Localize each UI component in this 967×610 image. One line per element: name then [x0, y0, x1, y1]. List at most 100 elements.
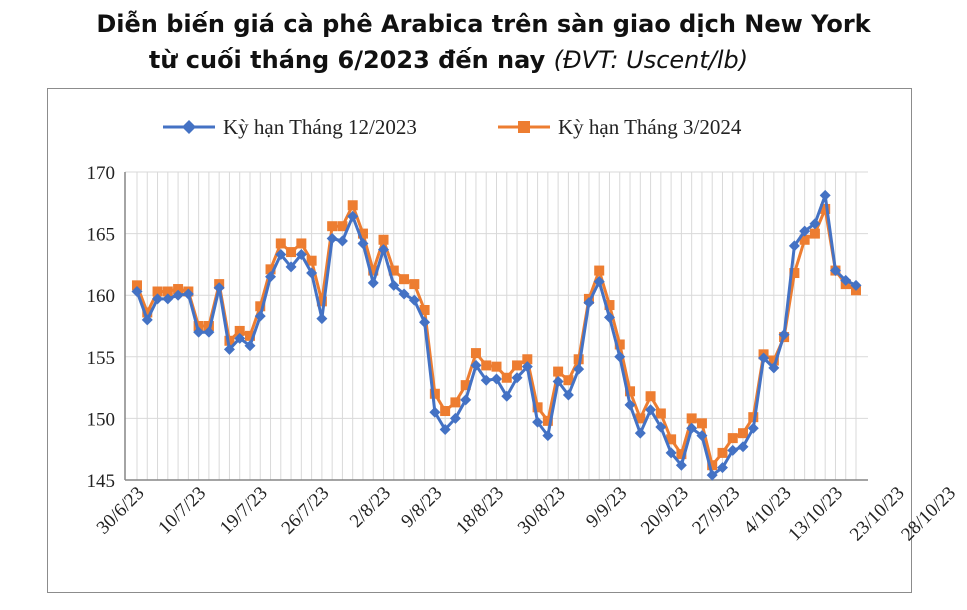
data-point-series-1	[788, 240, 800, 252]
series-layer	[131, 189, 862, 481]
data-point-series-1	[511, 372, 523, 384]
data-point-series-1	[665, 447, 677, 459]
data-point-series-2	[573, 354, 584, 365]
data-point-series-1	[809, 218, 821, 230]
data-point-series-2	[234, 325, 245, 336]
x-tick-label: 2/8/23	[346, 483, 395, 532]
data-point-series-1	[542, 430, 554, 442]
data-point-series-2	[645, 391, 656, 402]
data-point-series-2	[173, 284, 184, 295]
data-point-series-1	[532, 416, 544, 428]
data-point-series-2	[337, 221, 348, 232]
data-point-series-2	[820, 203, 831, 214]
data-point-series-2	[357, 228, 368, 239]
data-point-series-1	[593, 276, 605, 288]
x-tick-label: 19/7/23	[216, 483, 272, 539]
data-point-series-2	[799, 234, 810, 245]
data-point-series-1	[193, 326, 205, 338]
y-tick-label: 160	[87, 286, 116, 307]
data-point-series-2	[429, 388, 440, 399]
data-point-series-2	[132, 280, 142, 291]
data-point-series-1	[799, 225, 811, 237]
data-point-series-1	[223, 343, 235, 355]
data-point-series-1	[614, 351, 626, 363]
data-point-series-2	[614, 339, 625, 350]
data-point-series-1	[141, 314, 153, 326]
data-point-series-2	[481, 360, 492, 371]
data-point-series-2	[676, 449, 687, 460]
data-point-series-2	[655, 408, 666, 419]
data-point-series-1	[655, 421, 667, 433]
y-tick-label: 170	[87, 163, 116, 184]
data-point-series-2	[789, 268, 800, 279]
data-point-series-1	[829, 265, 841, 277]
data-point-series-1	[501, 390, 513, 402]
x-tick-label: 9/9/23	[582, 483, 631, 532]
data-point-series-1	[336, 235, 348, 247]
data-point-series-1	[285, 261, 297, 273]
data-point-series-1	[696, 430, 708, 442]
x-tick-label: 28/10/23	[897, 483, 960, 546]
data-point-series-2	[707, 460, 718, 471]
chart-frame	[47, 88, 912, 593]
title-line-2: từ cuối tháng 6/2023 đến nay (ĐVT: Uscen…	[0, 42, 967, 78]
data-point-series-1	[213, 282, 225, 294]
data-point-series-2	[512, 360, 523, 371]
legend-marker-square	[518, 121, 530, 133]
data-point-series-2	[378, 234, 389, 245]
data-point-series-1	[737, 441, 749, 453]
x-tick-label: 20/9/23	[637, 483, 693, 539]
data-point-series-2	[440, 406, 451, 417]
data-point-series-1	[306, 267, 318, 279]
chart-title: Diễn biến giá cà phê Arabica trên sàn gi…	[0, 6, 967, 78]
data-point-series-2	[686, 413, 697, 424]
data-point-series-2	[286, 247, 297, 258]
data-point-series-1	[470, 359, 482, 371]
data-point-series-2	[162, 286, 173, 297]
data-point-series-2	[265, 264, 276, 275]
data-point-series-1	[398, 288, 410, 300]
data-point-series-1	[645, 404, 657, 416]
data-point-series-2	[563, 375, 574, 386]
data-point-series-1	[521, 361, 533, 373]
data-point-series-1	[583, 297, 595, 309]
data-point-series-2	[368, 265, 379, 276]
data-point-series-1	[316, 313, 328, 325]
data-point-series-1	[562, 389, 574, 401]
data-point-series-1	[768, 362, 780, 374]
data-point-series-2	[316, 296, 327, 307]
data-point-series-1	[378, 244, 390, 256]
data-point-series-1	[634, 427, 646, 439]
data-point-series-1	[706, 469, 718, 481]
data-point-series-2	[450, 397, 461, 408]
data-point-series-1	[131, 286, 143, 298]
data-point-series-1	[275, 249, 287, 261]
data-point-series-2	[522, 354, 533, 365]
y-tick-label: 145	[87, 471, 116, 492]
data-point-series-1	[182, 288, 194, 300]
data-point-series-2	[542, 415, 553, 426]
data-point-series-2	[244, 330, 255, 341]
data-point-series-2	[532, 402, 543, 413]
data-point-series-2	[347, 200, 358, 211]
data-point-series-2	[152, 286, 163, 297]
y-tick-label: 165	[87, 225, 116, 246]
data-point-series-1	[747, 422, 759, 434]
data-point-series-1	[480, 374, 492, 386]
data-point-series-1	[172, 289, 184, 301]
data-point-series-1	[675, 459, 687, 471]
legend: Kỳ hạn Tháng 12/2023 Kỳ hạn Tháng 3/2024	[163, 115, 742, 139]
x-tick-label: 27/9/23	[688, 483, 744, 539]
data-point-series-1	[254, 310, 266, 322]
y-tick-label: 150	[87, 409, 116, 430]
data-point-series-1	[686, 422, 698, 434]
data-point-series-1	[778, 329, 790, 341]
data-point-series-2	[625, 386, 636, 397]
data-point-series-1	[552, 375, 564, 387]
data-point-series-1	[152, 293, 164, 305]
data-point-series-1	[388, 279, 400, 291]
data-point-series-2	[666, 434, 677, 445]
x-tick-label: 23/10/23	[846, 483, 909, 546]
data-point-series-1	[429, 406, 441, 418]
data-point-series-2	[748, 412, 759, 423]
